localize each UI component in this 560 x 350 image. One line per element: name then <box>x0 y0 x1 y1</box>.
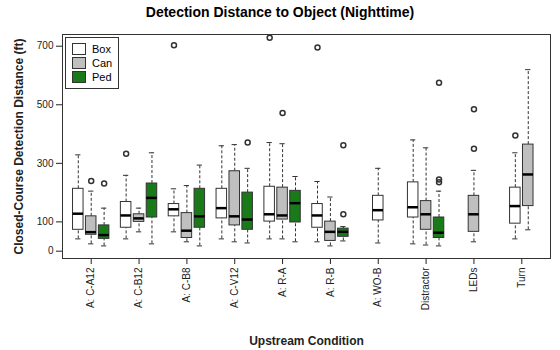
html-text:Box: Box <box>92 43 111 55</box>
svg-text:300: 300 <box>37 158 54 169</box>
svg-text:A: C-B8: A: C-B8 <box>181 267 192 302</box>
svg-text:0: 0 <box>48 245 54 256</box>
svg-text:700: 700 <box>37 40 54 51</box>
svg-text:A: R-B: A: R-B <box>325 267 336 297</box>
svg-text:A: WO-B: A: WO-B <box>372 267 383 307</box>
svg-text:Turn: Turn <box>516 268 527 288</box>
svg-text:LEDs: LEDs <box>468 268 479 292</box>
svg-text:Distractor: Distractor <box>420 267 431 310</box>
svg-text:100: 100 <box>37 216 54 227</box>
html-text:Detection Distance to Object (: Detection Distance to Object (Nighttime) <box>145 4 415 20</box>
html-text:Can: Can <box>92 57 113 69</box>
svg-text:A: C-B12: A: C-B12 <box>133 267 144 308</box>
svg-text:Closed-Course Detection Distan: Closed-Course Detection Distance (ft) <box>12 38 26 254</box>
svg-text:500: 500 <box>37 99 54 110</box>
svg-text:A: R-A: A: R-A <box>277 267 288 297</box>
svg-text:Upstream Condition: Upstream Condition <box>249 334 364 348</box>
html-text:Ped: Ped <box>92 71 112 83</box>
svg-text:A: C-A12: A: C-A12 <box>85 267 96 308</box>
svg-text:A: C-V12: A: C-V12 <box>229 267 240 308</box>
